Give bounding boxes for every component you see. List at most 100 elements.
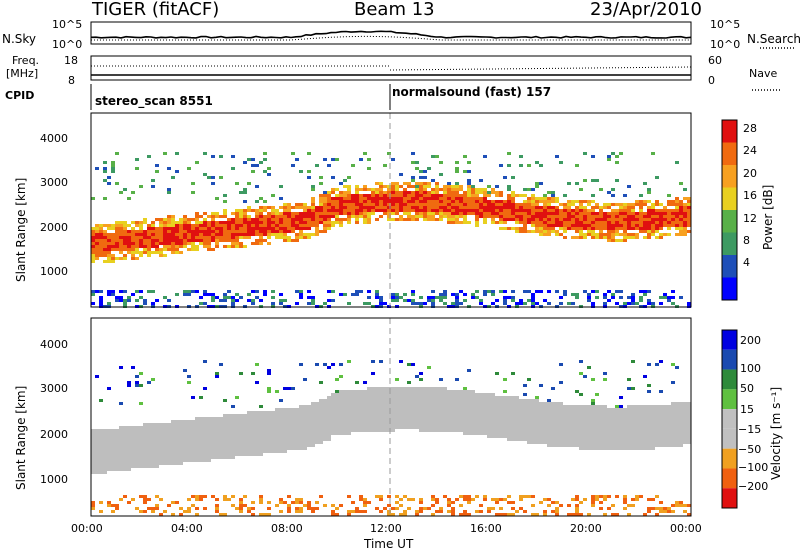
velocity-cell: [631, 444, 635, 447]
power-cell: [555, 230, 559, 233]
power-cell: [267, 236, 271, 239]
power-cell: [467, 182, 471, 185]
velocity-cell: [599, 507, 603, 510]
velocity-cell: [251, 411, 255, 414]
power-ylabel: Slant Range [km]: [14, 178, 28, 282]
velocity-cell: [471, 423, 475, 426]
velocity-cell: [319, 441, 323, 444]
velocity-cell: [347, 390, 351, 393]
velocity-cell: [175, 444, 179, 447]
velocity-cell: [611, 438, 615, 441]
power-cell: [595, 206, 599, 209]
velocity-cell: [635, 441, 639, 444]
velocity-cell: [491, 402, 495, 405]
power-cell: [527, 206, 531, 209]
velocity-cell: [679, 438, 683, 441]
xtick-5: 20:00: [570, 522, 602, 535]
velocity-cell: [579, 501, 583, 504]
velocity-cell: [211, 432, 215, 435]
velocity-cell: [611, 420, 615, 423]
power-cell: [103, 230, 107, 233]
velocity-cell: [167, 447, 171, 450]
velocity-cell: [251, 435, 255, 438]
power-cell: [363, 152, 367, 155]
velocity-cell: [339, 423, 343, 426]
velocity-cell: [439, 507, 443, 510]
velocity-cell: [135, 447, 139, 450]
velocity-cell: [423, 393, 427, 396]
velocity-cell: [183, 444, 187, 447]
power-cell: [547, 302, 551, 305]
velocity-cell: [367, 399, 371, 402]
velocity-cell: [131, 366, 135, 369]
power-cell: [247, 230, 251, 233]
power-cell: [171, 230, 175, 233]
power-cell: [547, 227, 551, 230]
power-cell: [603, 293, 607, 296]
velocity-cell: [355, 408, 359, 411]
power-cell: [455, 203, 459, 206]
power-cell: [359, 209, 363, 212]
velocity-cell: [531, 408, 535, 411]
velocity-cell: [167, 423, 171, 426]
velocity-cell: [323, 411, 327, 414]
power-cell: [539, 209, 543, 212]
velocity-cell: [647, 408, 651, 411]
velocity-cell: [543, 420, 547, 423]
xtick-6: 00:00: [670, 522, 702, 535]
power-cell: [135, 248, 139, 251]
velocity-cell: [591, 411, 595, 414]
power-cell: [619, 203, 623, 206]
velocity-cell: [215, 432, 219, 435]
velocity-cell: [675, 432, 679, 435]
power-cell: [379, 206, 383, 209]
power-cell: [643, 212, 647, 215]
power-cell: [635, 221, 639, 224]
power-cell: [247, 218, 251, 221]
power-cell: [303, 206, 307, 209]
velocity-cell: [551, 435, 555, 438]
velocity-cell: [315, 429, 319, 432]
velocity-cell: [579, 393, 583, 396]
velocity-cell: [503, 399, 507, 402]
power-cell: [267, 173, 271, 176]
velocity-cell: [143, 426, 147, 429]
velocity-cell: [607, 507, 611, 510]
velocity-cell: [599, 414, 603, 417]
power-cell: [267, 206, 271, 209]
power-cell: [463, 155, 467, 158]
power-cell: [399, 194, 403, 197]
power-cell: [627, 233, 631, 236]
velocity-cell: [135, 453, 139, 456]
velocity-cell: [463, 495, 467, 498]
velocity-cell: [555, 501, 559, 504]
power-cell: [195, 230, 199, 233]
velocity-cell: [91, 456, 95, 459]
velocity-cell: [567, 513, 571, 516]
power-cell: [103, 170, 107, 173]
power-cell: [675, 206, 679, 209]
power-cell: [499, 221, 503, 224]
power-cell: [639, 296, 643, 299]
velocity-cell: [455, 411, 459, 414]
velocity-cell: [679, 420, 683, 423]
velocity-cell: [303, 423, 307, 426]
power-cell: [319, 218, 323, 221]
power-cell: [463, 299, 467, 302]
power-cell: [215, 215, 219, 218]
velocity-cell: [215, 510, 219, 513]
power-cell: [679, 209, 683, 212]
velocity-cell: [495, 513, 499, 516]
velocity-cell: [539, 408, 543, 411]
power-cell: [115, 152, 119, 155]
velocity-cell: [579, 426, 583, 429]
velocity-cell: [127, 381, 131, 384]
velocity-cell: [291, 501, 295, 504]
power-cell: [547, 212, 551, 215]
velocity-cell: [579, 420, 583, 423]
velocity-cell: [523, 402, 527, 405]
velocity-cell: [591, 405, 595, 408]
power-cell: [531, 218, 535, 221]
velocity-cell: [395, 399, 399, 402]
power-cell: [583, 221, 587, 224]
